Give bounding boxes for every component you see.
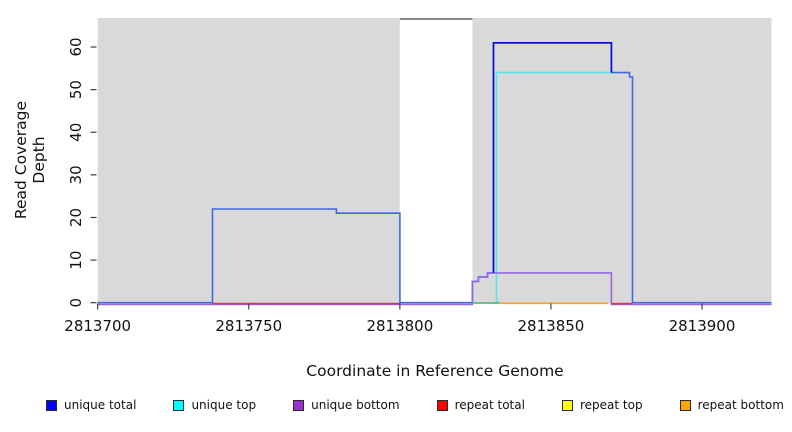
x-tick-label: 2813800 — [366, 317, 433, 335]
x-tick-label: 2813750 — [215, 317, 282, 335]
legend-item-unique-total: unique total — [46, 398, 136, 412]
legend-swatch-repeat-top — [561, 399, 573, 411]
x-tick-label: 2813900 — [669, 317, 736, 335]
series-line-unique-top — [495, 71, 612, 303]
panel-shaded-region — [97, 18, 400, 304]
legend-label: repeat total — [454, 398, 525, 412]
legend-item-unique-bottom: unique bottom — [293, 398, 400, 412]
legend-item-repeat-total: repeat total — [436, 398, 525, 412]
legend-label: unique total — [64, 398, 137, 412]
legend-item-repeat-bottom: repeat bottom — [679, 398, 784, 412]
legend-swatch-unique-top — [173, 399, 185, 411]
y-tick-label: 40 — [67, 123, 85, 142]
y-tick-label: 30 — [67, 165, 85, 184]
y-tick-label: 20 — [67, 208, 85, 227]
legend-label: unique bottom — [311, 398, 400, 412]
legend: unique total unique top unique bottom repea… — [46, 398, 784, 412]
legend-label: repeat bottom — [697, 398, 784, 412]
legend-swatch-unique-bottom — [293, 399, 305, 411]
legend-swatch-repeat-total — [436, 399, 448, 411]
legend-item-repeat-top: repeat top — [561, 398, 643, 412]
x-tick-label: 2813700 — [64, 317, 131, 335]
y-tick-label: 10 — [67, 251, 85, 270]
series-line-unique-bottom — [97, 272, 772, 306]
legend-swatch-unique-total — [46, 399, 57, 411]
legend-label: repeat top — [579, 398, 643, 412]
legend-swatch-repeat-bottom — [679, 399, 691, 411]
panel-shaded-region — [472, 18, 772, 304]
legend-label: unique top — [191, 398, 257, 412]
masked-region — [399, 18, 473, 304]
legend-item-unique-top: unique top — [173, 398, 256, 412]
y-axis-title: Read Coverage Depth — [12, 100, 48, 220]
x-axis-title: Coordinate in Reference Genome — [306, 362, 564, 380]
x-tick-label: 2813850 — [518, 317, 585, 335]
y-tick-label: 0 — [67, 298, 85, 308]
y-tick-label: 50 — [67, 80, 85, 99]
y-tick-label: 60 — [67, 37, 85, 56]
unique-total-dark-plateau — [492, 42, 613, 273]
